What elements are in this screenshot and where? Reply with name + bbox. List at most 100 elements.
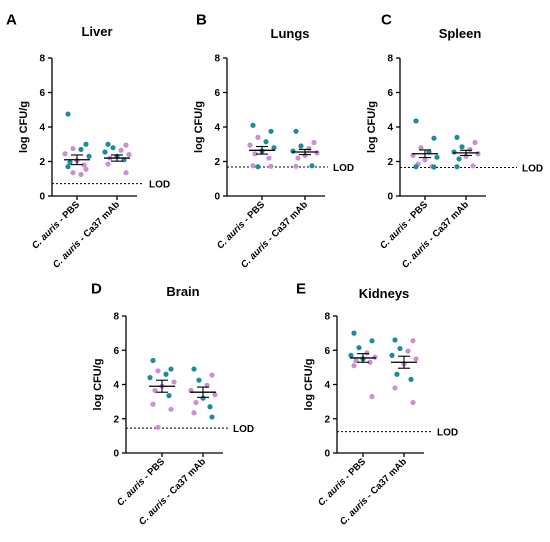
data-point [65, 111, 71, 117]
data-point [105, 141, 111, 147]
x-category-label: C. auris - Ca37 mAb [51, 199, 122, 270]
data-point [247, 142, 253, 148]
data-point [410, 399, 416, 406]
data-point [405, 348, 411, 354]
data-point [314, 150, 320, 156]
data-point [166, 393, 172, 399]
y-tick-label: 0 [39, 192, 45, 203]
data-point [168, 406, 174, 412]
data-point [65, 164, 71, 170]
panel-title: Liver [81, 24, 112, 39]
lod-label: LOD [333, 163, 354, 174]
y-tick-label: 0 [214, 192, 220, 203]
data-point [369, 393, 375, 400]
data-point [293, 163, 299, 169]
data-point [311, 139, 317, 146]
data-point [422, 157, 428, 163]
panel-label: D [91, 280, 102, 297]
y-tick-label: 2 [387, 157, 393, 168]
panel-label: B [196, 11, 207, 28]
y-tick-label: 8 [39, 54, 45, 65]
data-point [191, 366, 197, 372]
data-point [389, 352, 395, 358]
data-point [408, 376, 414, 382]
data-point [413, 356, 419, 362]
data-point [147, 375, 153, 381]
data-point [451, 149, 457, 155]
data-point [250, 122, 256, 128]
y-axis-title: log CFU/g [366, 101, 378, 153]
data-point [123, 170, 129, 176]
data-point [171, 379, 177, 385]
lod-label: LOD [233, 424, 254, 435]
panel-label: C [381, 11, 392, 28]
data-point [118, 147, 124, 153]
y-tick-label: 6 [214, 88, 220, 99]
data-point [410, 338, 416, 344]
data-point [372, 354, 378, 360]
data-point [168, 366, 174, 372]
y-tick-label: 2 [39, 157, 45, 168]
data-point [191, 410, 197, 416]
data-point [150, 401, 156, 407]
panel-title: Lungs [271, 26, 310, 41]
lod-label: LOD [149, 180, 170, 191]
data-point [62, 151, 68, 157]
y-tick-label: 6 [387, 88, 393, 99]
y-tick-label: 8 [214, 54, 220, 65]
data-point [250, 163, 256, 169]
data-point [392, 385, 398, 391]
data-point [150, 357, 156, 364]
y-tick-label: 4 [39, 123, 45, 134]
data-point [470, 163, 476, 169]
panel-label: E [296, 280, 306, 297]
y-axis-title: log CFU/g [92, 359, 104, 411]
y-tick-label: 2 [214, 157, 220, 168]
data-point [309, 163, 315, 169]
data-point [209, 414, 215, 420]
data-point [86, 153, 92, 159]
data-point [70, 145, 76, 152]
data-point [472, 139, 478, 146]
data-point [434, 154, 440, 160]
data-point [255, 134, 261, 140]
y-tick-label: 8 [387, 54, 393, 65]
data-point [367, 359, 373, 365]
lod-label: LOD [522, 164, 543, 175]
data-point [255, 164, 261, 170]
data-point [467, 146, 473, 153]
data-point [155, 424, 161, 430]
y-tick-label: 0 [387, 192, 393, 203]
data-point [306, 145, 312, 152]
data-point [418, 145, 424, 151]
y-tick-label: 6 [39, 88, 45, 99]
data-point [67, 159, 73, 165]
data-point [268, 128, 274, 134]
data-point [459, 144, 465, 150]
panel-title: Brain [166, 284, 199, 299]
panel-label: A [6, 11, 17, 28]
data-point [413, 164, 419, 170]
y-tick-label: 4 [113, 380, 119, 391]
data-point [163, 371, 169, 377]
data-point [271, 145, 277, 151]
data-point [413, 118, 419, 124]
data-point [369, 338, 375, 344]
data-point [207, 404, 213, 410]
data-point [431, 164, 437, 170]
panel-title: Kidneys [359, 286, 410, 301]
data-point [266, 155, 272, 161]
data-point [392, 337, 398, 343]
y-tick-label: 6 [324, 346, 330, 357]
data-point [252, 151, 258, 157]
data-point [394, 371, 400, 377]
y-axis-title: log CFU/g [303, 359, 315, 411]
data-point [212, 392, 218, 398]
data-point [475, 151, 481, 157]
y-tick-label: 2 [113, 414, 119, 425]
data-point [454, 164, 460, 170]
